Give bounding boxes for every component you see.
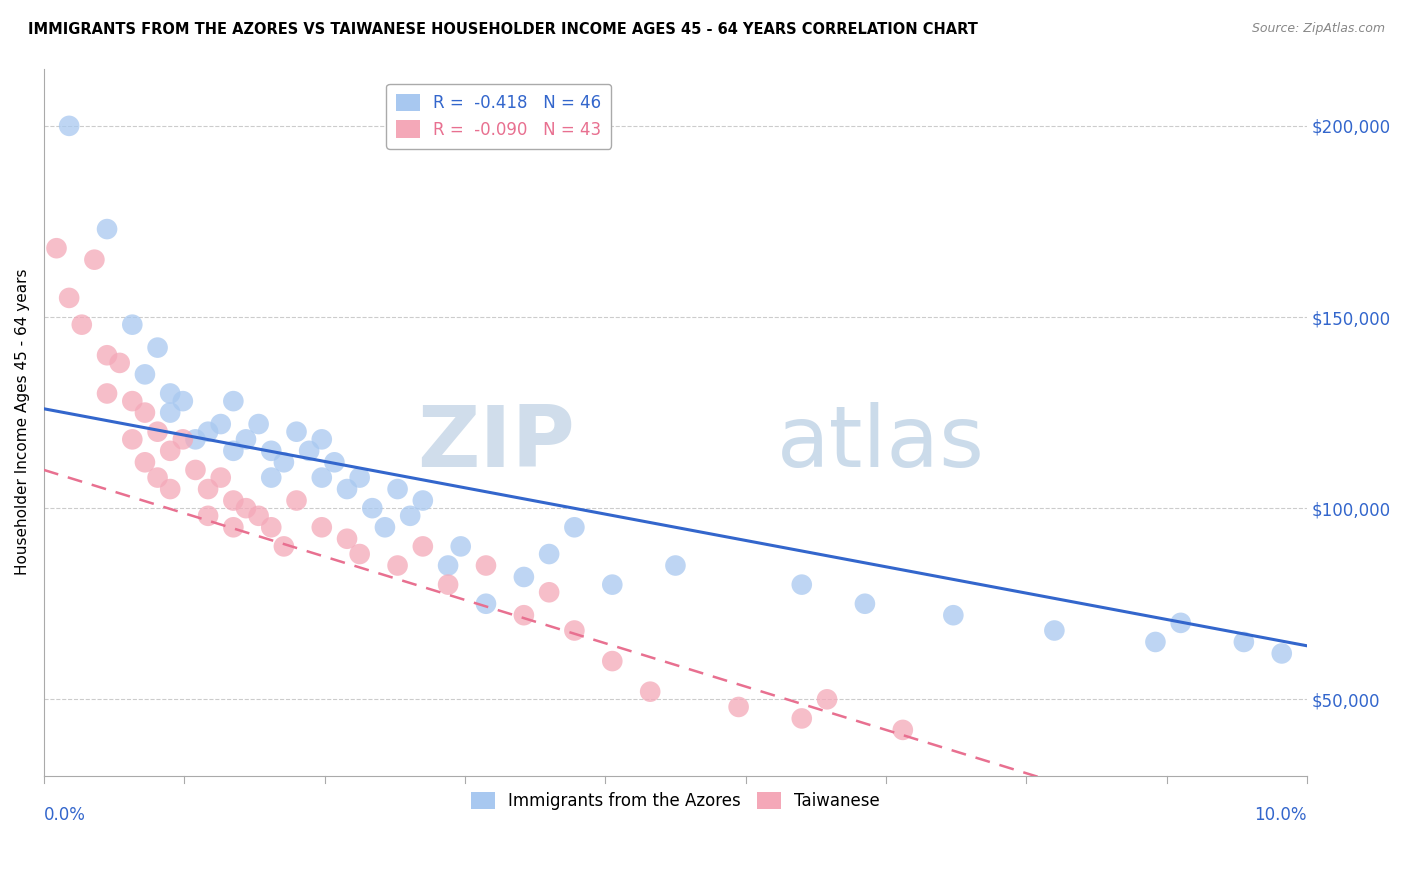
Point <box>134 368 156 382</box>
Point <box>1170 615 1192 630</box>
Point <box>134 406 156 420</box>
Text: atlas: atlas <box>776 402 984 485</box>
Point <box>475 597 498 611</box>
Point <box>247 417 270 431</box>
Point <box>134 455 156 469</box>
Point <box>437 577 460 591</box>
Text: IMMIGRANTS FROM THE AZORES VS TAIWANESE HOUSEHOLDER INCOME AGES 45 - 64 YEARS CO: IMMIGRANTS FROM THE AZORES VS TAIWANESE … <box>28 22 979 37</box>
Point <box>349 470 371 484</box>
Point <box>311 520 333 534</box>
Point <box>1043 624 1066 638</box>
Point <box>146 425 169 439</box>
Text: Source: ZipAtlas.com: Source: ZipAtlas.com <box>1251 22 1385 36</box>
Point <box>121 433 143 447</box>
Point <box>260 470 283 484</box>
Point <box>273 540 295 554</box>
Point <box>108 356 131 370</box>
Point <box>475 558 498 573</box>
Point <box>638 684 661 698</box>
Point <box>664 558 686 573</box>
Point <box>96 222 118 236</box>
Point <box>727 700 749 714</box>
Point <box>450 540 472 554</box>
Point <box>172 394 194 409</box>
Point <box>538 547 561 561</box>
Point <box>361 501 384 516</box>
Point <box>260 520 283 534</box>
Point <box>146 470 169 484</box>
Point <box>285 425 308 439</box>
Point <box>336 532 359 546</box>
Point <box>891 723 914 737</box>
Point <box>235 501 257 516</box>
Point <box>311 470 333 484</box>
Point <box>815 692 838 706</box>
Point <box>1271 647 1294 661</box>
Point <box>564 624 586 638</box>
Point <box>247 508 270 523</box>
Point <box>184 433 207 447</box>
Point <box>159 482 181 496</box>
Point <box>374 520 396 534</box>
Point <box>564 520 586 534</box>
Point <box>96 348 118 362</box>
Point <box>222 493 245 508</box>
Text: ZIP: ZIP <box>416 402 575 485</box>
Point <box>790 577 813 591</box>
Point <box>600 654 623 668</box>
Point <box>513 570 536 584</box>
Point <box>412 493 434 508</box>
Point <box>121 318 143 332</box>
Point <box>197 482 219 496</box>
Point <box>45 241 67 255</box>
Point <box>323 455 346 469</box>
Point <box>184 463 207 477</box>
Point <box>1144 635 1167 649</box>
Point <box>121 394 143 409</box>
Point <box>159 406 181 420</box>
Point <box>412 540 434 554</box>
Point <box>58 119 80 133</box>
Y-axis label: Householder Income Ages 45 - 64 years: Householder Income Ages 45 - 64 years <box>15 268 30 575</box>
Point <box>222 443 245 458</box>
Point <box>172 433 194 447</box>
Text: 0.0%: 0.0% <box>44 806 86 824</box>
Point <box>336 482 359 496</box>
Point <box>209 470 232 484</box>
Point <box>387 482 409 496</box>
Point <box>70 318 93 332</box>
Point <box>1233 635 1256 649</box>
Point <box>513 608 536 623</box>
Point <box>349 547 371 561</box>
Point <box>159 443 181 458</box>
Point <box>159 386 181 401</box>
Point <box>311 433 333 447</box>
Point <box>298 443 321 458</box>
Point <box>285 493 308 508</box>
Point <box>209 417 232 431</box>
Point <box>853 597 876 611</box>
Point <box>197 508 219 523</box>
Point <box>197 425 219 439</box>
Point <box>222 394 245 409</box>
Point <box>58 291 80 305</box>
Point <box>260 443 283 458</box>
Point <box>600 577 623 591</box>
Legend: Immigrants from the Azores, Taiwanese: Immigrants from the Azores, Taiwanese <box>464 786 886 817</box>
Point <box>83 252 105 267</box>
Point <box>790 711 813 725</box>
Point <box>235 433 257 447</box>
Point <box>399 508 422 523</box>
Text: 10.0%: 10.0% <box>1254 806 1308 824</box>
Point <box>437 558 460 573</box>
Point <box>538 585 561 599</box>
Point <box>273 455 295 469</box>
Point <box>146 341 169 355</box>
Point <box>942 608 965 623</box>
Point <box>96 386 118 401</box>
Point <box>222 520 245 534</box>
Point <box>387 558 409 573</box>
